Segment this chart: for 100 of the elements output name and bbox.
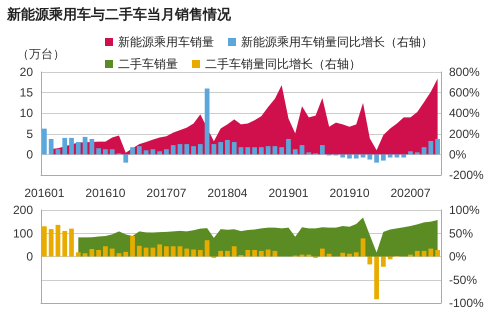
bar: [435, 138, 440, 154]
bar: [422, 250, 426, 256]
bar: [170, 246, 176, 256]
bar: [164, 246, 169, 256]
bar: [191, 250, 196, 256]
y-tick-label: 200: [12, 203, 34, 217]
bar: [212, 144, 216, 154]
legend-label: 新能源乘用车销量: [118, 35, 214, 49]
bar: [184, 144, 190, 154]
y2-tick-label: -100%: [449, 296, 484, 310]
bar: [76, 252, 81, 256]
bar: [388, 256, 393, 260]
bar: [157, 151, 162, 154]
bar: [170, 145, 176, 154]
bar: [374, 154, 379, 163]
bar: [110, 248, 115, 256]
bar: [103, 246, 108, 256]
x-tick-label: 201901: [268, 186, 309, 200]
bar: [272, 146, 278, 154]
bar: [82, 253, 88, 256]
bar: [225, 140, 230, 154]
bar: [258, 250, 264, 256]
bar: [340, 154, 346, 158]
bar: [110, 149, 115, 154]
y2-tick-label: -200%: [449, 168, 484, 182]
legend-label: 新能源乘用车销量同比增长（右轴）: [241, 35, 433, 49]
bar: [123, 154, 128, 163]
bar: [292, 149, 298, 154]
bar: [367, 154, 372, 160]
bar: [123, 252, 128, 256]
y-axis-title: （万台）: [17, 47, 65, 61]
y2-tick-label: 800%: [449, 65, 480, 79]
bar: [394, 154, 400, 158]
bar: [347, 154, 352, 159]
bar: [388, 154, 393, 158]
bar: [191, 146, 196, 154]
bar: [258, 147, 264, 154]
bar: [89, 249, 94, 256]
bar: [428, 248, 434, 256]
bar: [252, 250, 257, 256]
bar: [252, 147, 257, 154]
bar: [76, 142, 81, 154]
bar: [69, 138, 74, 154]
bar: [130, 147, 135, 154]
bar: [184, 248, 190, 256]
bar: [62, 230, 68, 256]
bar: [238, 147, 244, 154]
bar: [116, 253, 122, 256]
bar: [422, 147, 426, 154]
bar: [435, 250, 440, 256]
bar: [300, 145, 304, 154]
bar: [266, 146, 270, 154]
bar: [164, 149, 169, 154]
bar: [178, 144, 182, 154]
bar: [232, 246, 237, 256]
bar: [42, 128, 47, 154]
y2-tick-label: 50%: [449, 226, 474, 240]
bar: [89, 138, 94, 154]
y2-tick-label: 0%: [449, 250, 467, 264]
y2-tick-label: 0%: [449, 147, 467, 162]
bar: [266, 250, 270, 256]
bar: [414, 250, 420, 256]
y2-tick-label: 100%: [449, 203, 480, 217]
y2-tick-label: 400%: [449, 106, 480, 120]
bar: [279, 147, 284, 154]
bar: [408, 151, 413, 154]
x-tick-label: 201910: [329, 186, 370, 200]
y-tick-label: 100: [12, 226, 34, 240]
y2-tick-label: -50%: [449, 272, 478, 287]
x-tick-label: 201610: [85, 186, 126, 200]
bar: [245, 250, 250, 256]
bar: [381, 256, 386, 267]
bar: [354, 154, 359, 159]
bar: [103, 149, 108, 154]
bar: [96, 250, 101, 256]
bar: [218, 250, 224, 256]
bar: [178, 246, 182, 256]
bar: [367, 256, 372, 264]
bar: [286, 138, 291, 154]
bar: [56, 149, 60, 154]
bar: [56, 224, 60, 256]
bar: [360, 154, 366, 158]
bar: [381, 154, 386, 161]
y-tick-label: 15: [20, 86, 34, 100]
bar: [320, 145, 325, 154]
y-tick-label: 10: [20, 106, 34, 120]
bar: [245, 147, 250, 154]
y-tick-label: 20: [20, 65, 34, 79]
bar: [326, 254, 332, 256]
bar: [136, 246, 142, 256]
bar: [62, 138, 68, 154]
bar: [69, 228, 74, 256]
chart-title: 新能源乘用车与二手车当月销售情况: [6, 6, 232, 22]
y-tick-label: 0: [26, 147, 34, 162]
bar: [48, 138, 54, 154]
x-tick-label: 201804: [207, 186, 248, 200]
legend-label: 二手车销量: [118, 57, 178, 71]
bar: [144, 150, 148, 154]
bar: [401, 154, 406, 158]
bar: [225, 250, 230, 256]
